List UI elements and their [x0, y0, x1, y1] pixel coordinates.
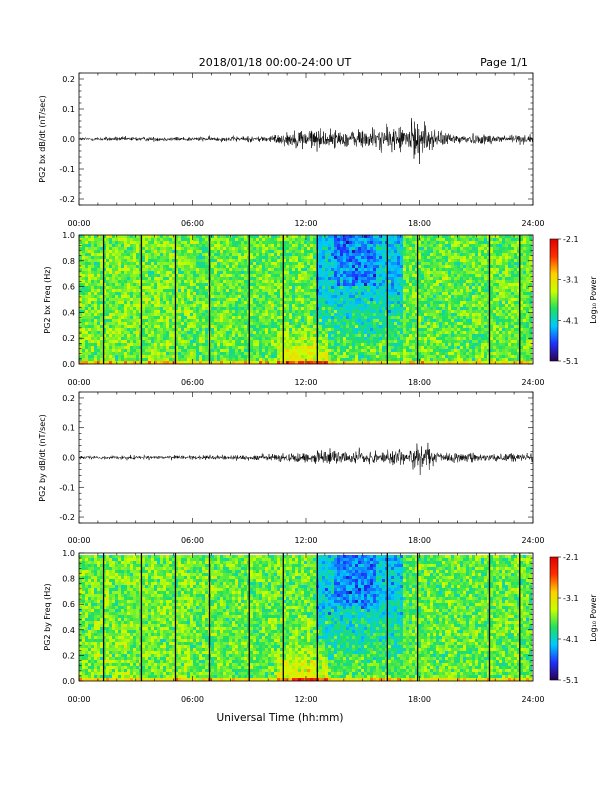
y-tick-label: 0.2 — [62, 651, 75, 660]
x-tick-labels: 00:00 06:00 12:00 18:00 24:00 — [67, 536, 544, 545]
page-number: Page 1/1 — [480, 56, 528, 69]
y-tick-label: 0.8 — [62, 575, 75, 584]
x-tick-label: 24:00 — [521, 378, 544, 387]
y-tick-labels: 1.0 0.8 0.6 0.4 0.2 0.0 — [62, 549, 75, 686]
colorbar-gradient — [550, 557, 558, 680]
colorbar-tick-label: -2.1 — [563, 235, 579, 244]
x-tick-label: 06:00 — [181, 378, 204, 387]
colorbar-by: -2.1 -3.1 -4.1 -5.1 Log₁₀ Power — [550, 553, 598, 685]
y-tick-label: -0.1 — [59, 483, 75, 492]
panel-by-dbdt: PG2 by dB/dt (nT/sec) 0.20.10.0-0.1-0.2 … — [38, 392, 545, 545]
y-tick-label: 0.2 — [62, 75, 75, 84]
y-tick-label: 0.0 — [62, 677, 75, 686]
x-tick-label: 00:00 — [67, 219, 90, 228]
y-tick-label: 1.0 — [62, 231, 75, 240]
figure-title: 2018/01/18 00:00-24:00 UT — [199, 56, 352, 69]
colorbar-tick-label: -3.1 — [563, 594, 579, 603]
by-spectrogram-image — [79, 555, 532, 681]
x-tick-label: 18:00 — [408, 219, 431, 228]
y-tick-labels: 1.0 0.8 0.6 0.4 0.2 0.0 — [62, 231, 75, 369]
colorbar-gradient — [550, 239, 558, 361]
colorbar-tick-label: -3.1 — [563, 276, 579, 285]
x-tick-label: 00:00 — [67, 536, 90, 545]
colorbar-tick-label: -2.1 — [563, 553, 579, 562]
y-tick-label: 0.8 — [62, 257, 75, 266]
y-tick-label: -0.2 — [59, 513, 75, 522]
x-tick-label: 12:00 — [294, 378, 317, 387]
colorbar-tick-label: -5.1 — [563, 357, 579, 366]
x-tick-label: 24:00 — [521, 219, 544, 228]
x-tick-label: 00:00 — [67, 695, 90, 704]
colorbar-tick-label: -4.1 — [563, 316, 579, 325]
y-tick-label: 1.0 — [62, 549, 75, 558]
colorbar-tick-labels: -2.1 -3.1 -4.1 -5.1 — [558, 235, 579, 366]
x-tick-label: 00:00 — [67, 378, 90, 387]
panel-by-spectrogram: PG2 by Freq (Hz) 1.0 0.8 0.6 0.4 0.2 0.0 00:0… — [43, 549, 545, 704]
y-tick-label: -0.1 — [59, 165, 75, 174]
y-tick-labels: 0.2 0.1 0.0 -0.1 -0.2 — [59, 75, 75, 204]
y-axis-label: PG2 by Freq (Hz) — [43, 583, 52, 650]
y-tick-label: 0.0 — [62, 135, 75, 144]
bx-spectrogram-image — [79, 235, 532, 364]
y-tick-label: 0.4 — [62, 626, 75, 635]
y-tick-label: 0.2 — [62, 334, 75, 343]
y-tick-label: 0.1 — [62, 424, 75, 433]
x-tick-label: 06:00 — [181, 219, 204, 228]
y-tick-label: 0.4 — [62, 308, 75, 317]
y-tick-label: 0.6 — [62, 600, 75, 609]
y-axis-label: PG2 bx Freq (Hz) — [43, 266, 52, 333]
x-tick-labels: 00:00 06:00 12:00 18:00 24:00 — [67, 378, 544, 387]
y-tick-label: 0.0 — [62, 360, 75, 369]
x-tick-label: 18:00 — [408, 695, 431, 704]
x-tick-labels: 00:00 06:00 12:00 18:00 24:00 — [67, 219, 544, 228]
y-tick-label: -0.2 — [59, 195, 75, 204]
y-tick-label: 0.2 — [62, 394, 75, 403]
x-tick-label: 24:00 — [521, 695, 544, 704]
colorbar-label: Log₁₀ Power — [589, 276, 598, 324]
x-axis-title: Universal Time (hh:mm) — [217, 712, 344, 724]
x-tick-label: 12:00 — [294, 695, 317, 704]
colorbar-bx: -2.1 -3.1 -4.1 -5.1 Log₁₀ Power — [550, 235, 598, 366]
y-axis-label: PG2 by dB/dt (nT/sec) — [38, 414, 47, 501]
colorbar-tick-label: -4.1 — [563, 635, 579, 644]
y-tick-label: 0.6 — [62, 283, 75, 292]
x-tick-label: 06:00 — [181, 695, 204, 704]
colorbar-tick-labels: -2.1 -3.1 -4.1 -5.1 — [558, 553, 579, 685]
panel-bx-spectrogram: PG2 bx Freq (Hz) 1.0 0.8 0.6 0.4 0.2 0.0 00:0… — [43, 231, 545, 387]
x-tick-labels: 00:00 06:00 12:00 18:00 24:00 — [67, 695, 544, 704]
x-tick-label: 18:00 — [408, 378, 431, 387]
panel-bx-dbdt: PG2 bx dB/dt (nT/sec) 0.20.10.0-0.1-0.2 … — [38, 73, 545, 228]
x-tick-label: 24:00 — [521, 536, 544, 545]
x-tick-label: 06:00 — [181, 536, 204, 545]
colorbar-label: Log₁₀ Power — [589, 594, 598, 642]
x-tick-label: 12:00 — [294, 536, 317, 545]
y-axis-label: PG2 bx dB/dt (nT/sec) — [38, 95, 47, 182]
y-tick-label: 0.1 — [62, 105, 75, 114]
x-tick-label: 18:00 — [408, 536, 431, 545]
y-tick-labels: 0.2 0.1 0.0 -0.1 -0.2 — [59, 394, 75, 522]
y-tick-label: 0.0 — [62, 454, 75, 463]
bx-dbdt-trace — [79, 118, 533, 164]
x-tick-label: 12:00 — [294, 219, 317, 228]
by-dbdt-trace — [79, 443, 533, 475]
colorbar-tick-label: -5.1 — [563, 676, 579, 685]
